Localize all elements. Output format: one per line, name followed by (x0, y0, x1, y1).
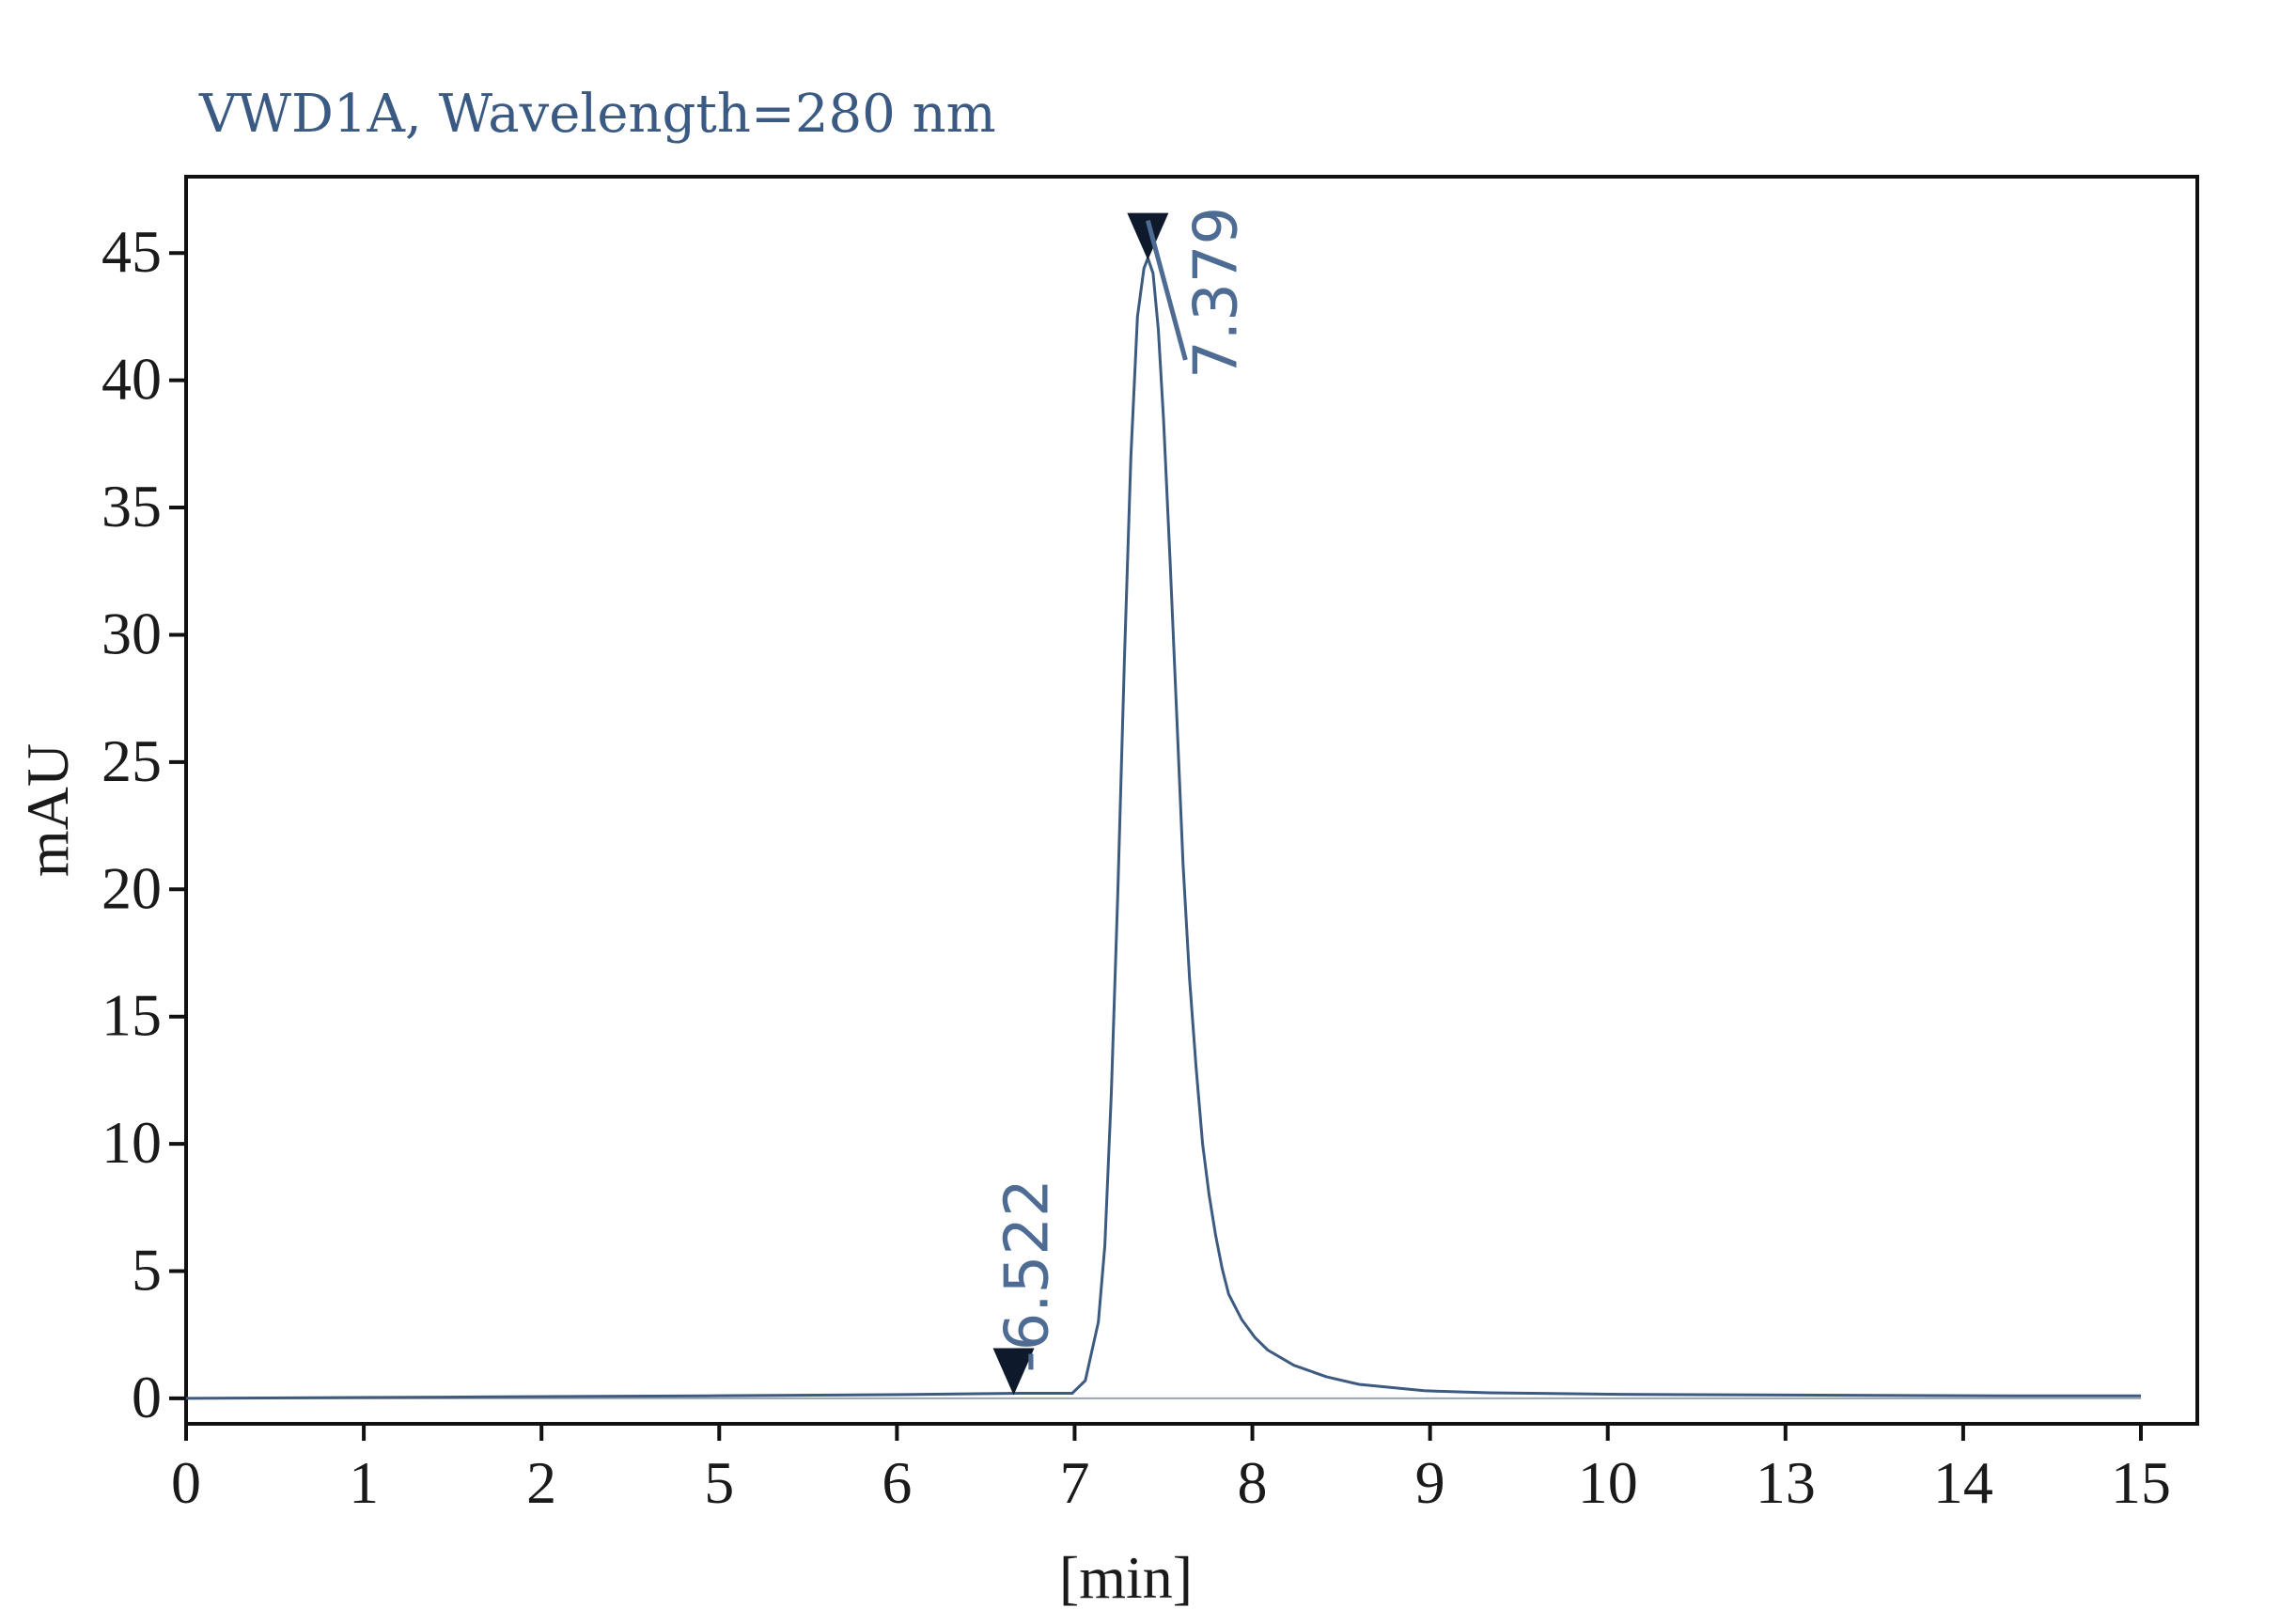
x-axis: 0 1 2 5 6 7 8 9 10 13 14 15 (171, 1424, 2171, 1516)
x-tick-label: 10 (1578, 1449, 1638, 1516)
x-axis-label: [min] (1059, 1544, 1193, 1611)
y-axis: 0 5 10 15 20 25 30 35 40 45 (102, 218, 186, 1430)
y-tick-label: 30 (102, 600, 162, 666)
x-tick-label: 8 (1238, 1449, 1268, 1516)
x-tick-label: 14 (1933, 1449, 1993, 1516)
y-tick-label: 40 (102, 346, 162, 413)
x-tick-label: 1 (349, 1449, 379, 1516)
y-tick-label: 5 (132, 1237, 162, 1304)
y-tick-label: 45 (102, 218, 162, 285)
y-axis-label: mAU (14, 743, 81, 877)
y-tick-label: 0 (132, 1364, 162, 1430)
y-tick-label: 35 (102, 473, 162, 539)
x-tick-label: 7 (1059, 1449, 1089, 1516)
x-tick-label: 6 (882, 1449, 912, 1516)
x-tick-label: 0 (171, 1449, 201, 1516)
y-tick-label: 10 (102, 1109, 162, 1176)
peak-marker (992, 1348, 1035, 1396)
y-tick-label: 15 (102, 982, 162, 1049)
series-line (185, 257, 2141, 1400)
peak-annotations: -6.522 7.379 (992, 207, 1251, 1396)
x-tick-label: 9 (1415, 1449, 1445, 1516)
peak-label: 7.379 (1181, 207, 1251, 379)
peak-label: -6.522 (993, 1179, 1063, 1372)
y-tick-label: 20 (102, 854, 162, 921)
chart-title: VWD1A, Wavelength=280 nm (198, 84, 996, 145)
x-tick-label: 2 (526, 1449, 556, 1516)
y-tick-label: 25 (102, 727, 162, 794)
x-tick-label: 5 (704, 1449, 734, 1516)
peak-marker (1127, 212, 1169, 260)
peak-leader (1145, 220, 1188, 361)
x-tick-label: 13 (1756, 1449, 1816, 1516)
plot-border (184, 175, 2199, 1426)
series-group (185, 257, 2141, 1400)
plot-frame (184, 175, 2199, 1426)
x-tick-label: 15 (2111, 1449, 2171, 1516)
